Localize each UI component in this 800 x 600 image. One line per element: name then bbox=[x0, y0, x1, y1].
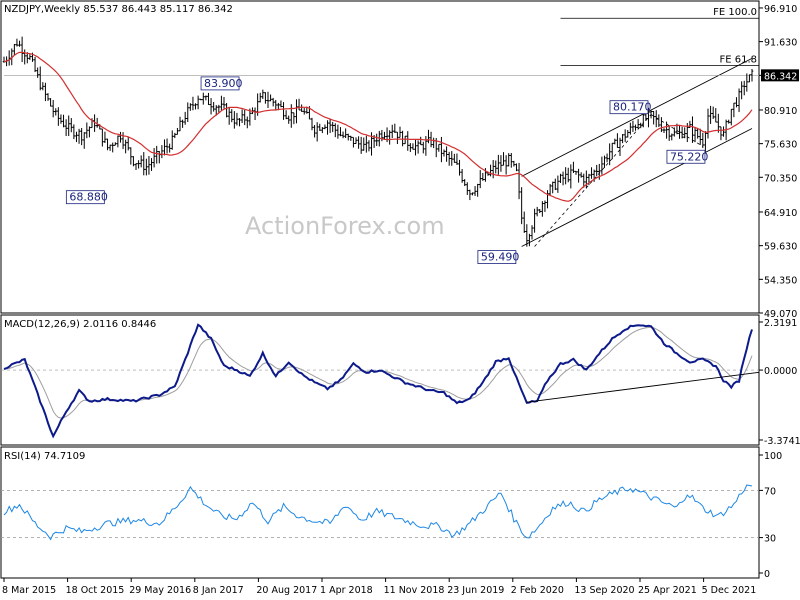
x-axis-label: 25 Apr 2021 bbox=[638, 585, 697, 596]
rsi-panel bbox=[0, 446, 760, 579]
fib-level-label: FE 61.8 bbox=[719, 54, 757, 65]
x-axis-label: 8 Mar 2015 bbox=[2, 585, 56, 596]
price-axis-label: 59.630 bbox=[764, 242, 797, 253]
price-axis-label: 64.910 bbox=[764, 208, 797, 219]
x-axis-label: 23 Jun 2019 bbox=[447, 585, 504, 596]
x-axis-label: 8 Jan 2017 bbox=[193, 585, 244, 596]
price-annotation-box bbox=[609, 100, 649, 115]
price-axis-label: 54.350 bbox=[764, 275, 797, 286]
price-axis-label: 70.350 bbox=[764, 173, 797, 184]
price-annotation-box bbox=[477, 250, 517, 264]
x-axis-label: 29 May 2016 bbox=[129, 585, 191, 596]
fib-level-label: FE 100.0 bbox=[713, 7, 757, 18]
price-annotation-label: 59.490 bbox=[481, 251, 519, 264]
rsi-axis-label: 30 bbox=[764, 534, 776, 545]
macd-panel bbox=[0, 314, 760, 446]
macd-axis-label: 0.0000 bbox=[764, 366, 797, 377]
rsi-axis-label: 100 bbox=[764, 451, 782, 462]
price-axis-label: 80.910 bbox=[764, 106, 797, 117]
watermark: ActionForex.com bbox=[245, 212, 445, 240]
channel-lower-line bbox=[521, 128, 753, 247]
price-annotation-label: 75.220 bbox=[670, 150, 709, 163]
price-axis-label: 49.070 bbox=[764, 309, 797, 320]
channel-upper-line bbox=[521, 57, 753, 177]
price-axis-label: 91.630 bbox=[764, 38, 797, 49]
price-annotation-label: 80.170 bbox=[613, 101, 652, 114]
x-axis-label: 20 Aug 2017 bbox=[256, 585, 317, 596]
macd-axis-label: 2.3191 bbox=[764, 318, 797, 329]
price-annotation-box bbox=[666, 149, 706, 164]
macd-axis-label: -3.3741 bbox=[764, 436, 800, 447]
price-annotation-label: 68.880 bbox=[69, 191, 108, 204]
last-price-badge bbox=[761, 69, 799, 82]
price-annotation-box bbox=[65, 190, 105, 205]
price-annotation-label: 83.900 bbox=[204, 77, 243, 90]
projection-dashed-line bbox=[534, 114, 652, 247]
x-axis-label: 11 Nov 2018 bbox=[384, 585, 445, 596]
moving-average-line bbox=[3, 51, 753, 202]
rsi-axis-label: 70 bbox=[764, 486, 776, 497]
macd-header: MACD(12,26,9) 2.0116 0.8446 bbox=[4, 319, 156, 330]
price-axis-label: 96.910 bbox=[764, 4, 797, 15]
x-axis-label: 5 Dec 2021 bbox=[702, 585, 757, 596]
price-header: NZDJPY,Weekly 85.537 86.443 85.117 86.34… bbox=[4, 4, 233, 15]
macd-trendline bbox=[526, 371, 760, 403]
rsi-line bbox=[3, 484, 753, 541]
last-price-label: 86.342 bbox=[764, 71, 797, 82]
price-panel bbox=[0, 0, 760, 314]
x-axis-label: 18 Oct 2015 bbox=[66, 585, 125, 596]
macd-line bbox=[3, 323, 753, 439]
price-annotation-box bbox=[200, 76, 240, 91]
x-axis-label: 13 Sep 2020 bbox=[574, 585, 634, 596]
rsi-axis-label: 0 bbox=[764, 569, 770, 580]
price-axis-label: 75.630 bbox=[764, 140, 797, 151]
rsi-header: RSI(14) 74.7109 bbox=[4, 451, 85, 462]
x-axis-label: 2 Feb 2020 bbox=[511, 585, 564, 596]
x-axis-label: 1 Apr 2018 bbox=[320, 585, 373, 596]
